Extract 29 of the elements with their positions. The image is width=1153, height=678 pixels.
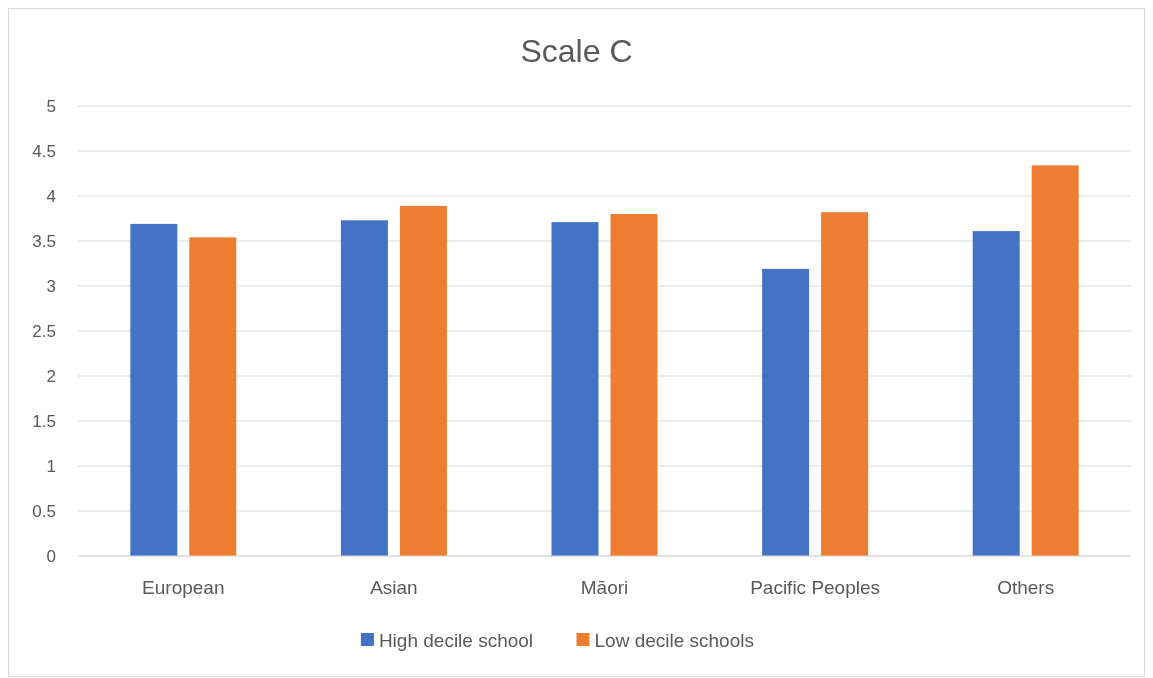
bar: [762, 268, 810, 556]
x-tick-label: Others: [997, 577, 1055, 598]
legend-label: High decile school: [378, 629, 534, 651]
y-tick-label: 5: [46, 96, 56, 116]
bar: [340, 220, 388, 556]
y-tick-label: 3.5: [32, 231, 56, 251]
y-tick-label: 3: [46, 276, 56, 296]
y-tick-label: 1: [46, 456, 56, 476]
x-tick-label: European: [142, 577, 225, 598]
bar: [189, 237, 237, 556]
y-tick-label: 2: [46, 366, 56, 386]
bar: [821, 212, 869, 556]
y-tick-label: 0: [46, 546, 56, 566]
y-tick-label: 2.5: [32, 321, 56, 341]
chart-title: Scale C: [520, 33, 633, 69]
bar: [610, 214, 658, 556]
bar: [1031, 165, 1079, 556]
bar: [130, 223, 178, 556]
bar: [551, 222, 599, 556]
x-tick-label: Māori: [580, 577, 629, 598]
y-tick-label: 4.5: [32, 141, 56, 161]
bar: [972, 231, 1020, 556]
x-tick-label: Pacific Peoples: [750, 577, 881, 598]
x-tick-label: Asian: [370, 577, 418, 598]
y-tick-label: 4: [46, 186, 56, 206]
bar: [399, 205, 447, 556]
y-tick-label: 1.5: [32, 411, 56, 431]
legend-label: Low decile schools: [594, 629, 754, 651]
y-tick-label: 0.5: [32, 501, 56, 521]
